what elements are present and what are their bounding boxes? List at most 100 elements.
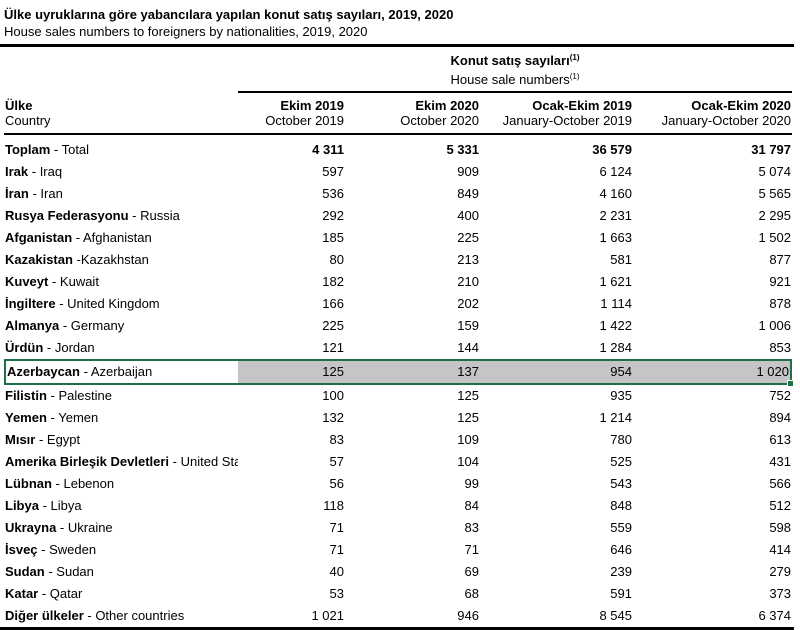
- value-cell[interactable]: 100: [322, 388, 344, 403]
- country-cell[interactable]: Sudan - Sudan: [5, 564, 94, 579]
- value-cell[interactable]: 109: [457, 432, 479, 447]
- value-cell[interactable]: 1 422: [599, 318, 632, 333]
- country-cell[interactable]: Rusya Federasyonu - Russia: [5, 208, 180, 223]
- country-cell[interactable]: Amerika Birleşik Devletleri - United Sta…: [5, 454, 238, 469]
- value-cell[interactable]: 525: [610, 454, 632, 469]
- value-cell[interactable]: 2 231: [599, 208, 632, 223]
- value-cell[interactable]: 125: [457, 410, 479, 425]
- value-cell[interactable]: 292: [322, 208, 344, 223]
- value-cell[interactable]: 598: [769, 520, 792, 535]
- value-cell[interactable]: 1 020: [633, 359, 795, 387]
- value-cell[interactable]: 894: [769, 410, 792, 425]
- value-cell[interactable]: 414: [769, 542, 792, 557]
- country-cell[interactable]: Afganistan - Afghanistan: [5, 230, 152, 245]
- value-cell[interactable]: 848: [610, 498, 632, 513]
- value-cell[interactable]: 1 021: [311, 608, 344, 623]
- country-cell[interactable]: İran - Iran: [5, 186, 63, 201]
- value-cell[interactable]: 239: [610, 564, 632, 579]
- country-cell[interactable]: Kuveyt - Kuwait: [5, 274, 99, 289]
- value-cell[interactable]: 646: [610, 542, 632, 557]
- value-cell[interactable]: 752: [769, 388, 792, 403]
- value-cell[interactable]: 780: [610, 432, 632, 447]
- country-cell[interactable]: Mısır - Egypt: [5, 432, 81, 447]
- value-cell[interactable]: 8 545: [599, 608, 632, 623]
- value-cell[interactable]: 210: [457, 274, 479, 289]
- country-cell[interactable]: Diğer ülkeler - Other countries: [5, 608, 185, 623]
- value-cell[interactable]: 581: [610, 252, 632, 267]
- value-cell[interactable]: 591: [610, 586, 632, 601]
- value-cell[interactable]: 431: [769, 454, 792, 469]
- value-cell[interactable]: 31 797: [751, 142, 792, 157]
- country-cell[interactable]: Filistin - Palestine: [5, 388, 112, 403]
- value-cell[interactable]: 954: [480, 359, 633, 385]
- value-cell[interactable]: 132: [322, 410, 344, 425]
- value-cell[interactable]: 878: [769, 296, 792, 311]
- value-cell[interactable]: 159: [457, 318, 479, 333]
- value-cell[interactable]: 543: [610, 476, 632, 491]
- value-cell[interactable]: 71: [464, 542, 479, 557]
- value-cell[interactable]: 853: [769, 340, 792, 355]
- value-cell[interactable]: 71: [329, 542, 344, 557]
- value-cell[interactable]: 279: [769, 564, 792, 579]
- country-cell[interactable]: Ürdün - Jordan: [5, 340, 95, 355]
- value-cell[interactable]: 144: [457, 340, 479, 355]
- value-cell[interactable]: 53: [329, 586, 344, 601]
- value-cell[interactable]: 909: [457, 164, 479, 179]
- value-cell[interactable]: 118: [323, 498, 344, 513]
- selection-fill-handle[interactable]: [787, 380, 795, 387]
- value-cell[interactable]: 137: [345, 359, 480, 385]
- value-cell[interactable]: 536: [322, 186, 344, 201]
- country-cell[interactable]: Ukrayna - Ukraine: [5, 520, 113, 535]
- value-cell[interactable]: 68: [464, 586, 479, 601]
- country-cell[interactable]: Katar - Qatar: [5, 586, 83, 601]
- value-cell[interactable]: 104: [457, 454, 479, 469]
- country-cell[interactable]: Irak - Iraq: [5, 164, 63, 179]
- value-cell[interactable]: 1 284: [599, 340, 632, 355]
- value-cell[interactable]: 69: [464, 564, 479, 579]
- value-cell[interactable]: 877: [769, 252, 792, 267]
- value-cell[interactable]: 1 114: [600, 296, 632, 311]
- country-cell[interactable]: İsveç - Sweden: [5, 542, 97, 557]
- value-cell[interactable]: 225: [457, 230, 479, 245]
- value-cell[interactable]: 83: [329, 432, 344, 447]
- value-cell[interactable]: 182: [322, 274, 344, 289]
- country-cell[interactable]: Toplam - Total: [5, 142, 90, 157]
- country-cell[interactable]: İngiltere - United Kingdom: [5, 296, 160, 311]
- value-cell[interactable]: 80: [329, 252, 344, 267]
- country-cell[interactable]: Libya - Libya: [5, 498, 82, 513]
- value-cell[interactable]: 935: [610, 388, 632, 403]
- value-cell[interactable]: 213: [457, 252, 479, 267]
- value-cell[interactable]: 613: [769, 432, 792, 447]
- value-cell[interactable]: 125: [457, 388, 479, 403]
- country-cell[interactable]: Lübnan - Lebenon: [5, 476, 115, 491]
- value-cell[interactable]: 1 006: [758, 318, 792, 333]
- value-cell[interactable]: 1 214: [599, 410, 632, 425]
- value-cell[interactable]: 166: [322, 296, 344, 311]
- country-cell[interactable]: Almanya - Germany: [5, 318, 125, 333]
- value-cell[interactable]: 946: [457, 608, 479, 623]
- value-cell[interactable]: 1 502: [758, 230, 792, 245]
- value-cell[interactable]: 125: [238, 359, 345, 385]
- value-cell[interactable]: 2 295: [758, 208, 792, 223]
- value-cell[interactable]: 921: [769, 274, 792, 289]
- value-cell[interactable]: 121: [322, 340, 344, 355]
- value-cell[interactable]: 512: [769, 498, 792, 513]
- value-cell[interactable]: 57: [329, 454, 344, 469]
- value-cell[interactable]: 1 663: [599, 230, 632, 245]
- value-cell[interactable]: 5 074: [758, 164, 792, 179]
- value-cell[interactable]: 597: [322, 164, 344, 179]
- value-cell[interactable]: 225: [322, 318, 344, 333]
- value-cell[interactable]: 849: [457, 186, 479, 201]
- value-cell[interactable]: 56: [329, 476, 344, 491]
- value-cell[interactable]: 84: [464, 498, 479, 513]
- value-cell[interactable]: 99: [464, 476, 479, 491]
- value-cell[interactable]: 566: [769, 476, 792, 491]
- value-cell[interactable]: 400: [457, 208, 479, 223]
- value-cell[interactable]: 373: [769, 586, 792, 601]
- value-cell[interactable]: 71: [329, 520, 344, 535]
- value-cell[interactable]: 83: [464, 520, 479, 535]
- value-cell[interactable]: 202: [457, 296, 479, 311]
- country-cell[interactable]: Azerbaycan - Azerbaijan: [4, 359, 238, 385]
- value-cell[interactable]: 4 311: [312, 142, 344, 157]
- value-cell[interactable]: 4 160: [599, 186, 632, 201]
